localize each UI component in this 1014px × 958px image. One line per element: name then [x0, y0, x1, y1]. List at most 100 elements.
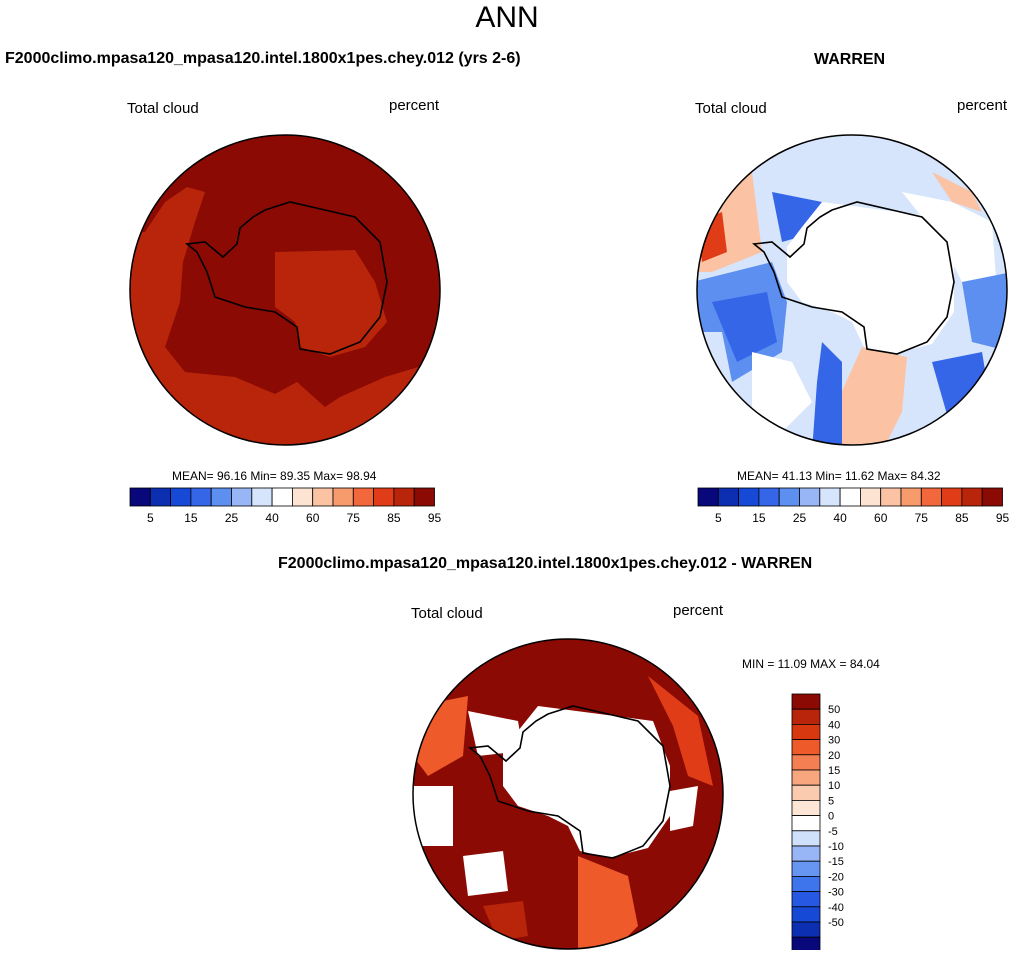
colorbar-box [791, 936, 821, 950]
colorbar-tick-label: 85 [387, 511, 401, 525]
colorbar-box [791, 845, 821, 862]
colorbar-box [791, 693, 821, 710]
colorbar-tick-label: 10 [828, 780, 840, 792]
antarctica-outline [751, 201, 955, 355]
colorbar-box [791, 708, 821, 725]
figure-title: ANN [475, 1, 539, 34]
colorbar-box [791, 800, 821, 817]
colorbar-box [129, 487, 151, 507]
colorbar-box [961, 487, 983, 507]
colorbar-tick-label: 25 [793, 511, 807, 525]
colorbar-box [791, 921, 821, 938]
obs-panel-header: WARREN [814, 51, 886, 68]
colorbar-box [778, 487, 800, 507]
colorbar-box [791, 739, 821, 756]
model-variable-label: Total cloud [127, 100, 199, 117]
colorbar-box [791, 875, 821, 892]
model-panel-header: F2000climo.mpasa120_mpasa120.intel.1800x… [5, 50, 521, 67]
colorbar-box [332, 487, 354, 507]
colorbar-tick-label: -30 [828, 887, 844, 899]
model-colorbar: 5 15 25 40 60 75 85 95 [129, 487, 442, 525]
colorbar-box [839, 487, 861, 507]
colorbar-box [920, 487, 943, 507]
colorbar-tick-label: 15 [752, 511, 766, 525]
model-units-label: percent [389, 97, 440, 114]
colorbar-tick-label: 5 [715, 511, 722, 525]
antarctica-outline [467, 705, 671, 859]
colorbar-box [941, 487, 963, 507]
colorbar-tick-label: 60 [874, 511, 888, 525]
obs-variable-label: Total cloud [695, 100, 767, 117]
map-boundary [696, 134, 1008, 446]
colorbar-tick-label: 95 [428, 511, 442, 525]
colorbar-tick-label: -10 [828, 841, 844, 853]
obs-colorbar: 5 15 25 40 60 75 85 95 [697, 487, 1010, 525]
colorbar-tick-label: 15 [828, 765, 840, 777]
colorbar-box [291, 487, 314, 507]
colorbar-box [791, 769, 821, 786]
colorbar-tick-label: 40 [828, 719, 840, 731]
colorbar-box [791, 906, 821, 923]
colorbar-box [190, 487, 212, 507]
colorbar-box [271, 487, 293, 507]
colorbar-box [251, 487, 273, 507]
colorbar-tick-label: 75 [915, 511, 929, 525]
map-boundary [412, 638, 724, 950]
colorbar-box [210, 487, 232, 507]
colorbar-box [352, 487, 375, 507]
colorbar-tick-label: 40 [265, 511, 279, 525]
colorbar-tick-label: -15 [828, 856, 844, 868]
colorbar-box [717, 487, 739, 507]
colorbar-tick-label: 75 [347, 511, 361, 525]
colorbar-tick-label: 40 [833, 511, 847, 525]
colorbar-box [880, 487, 902, 507]
colorbar-tick-label: 30 [828, 735, 840, 747]
colorbar-box [791, 830, 821, 847]
colorbar-box [758, 487, 780, 507]
obs-stats: MEAN= 41.13 Min= 11.62 Max= 84.32 [737, 469, 941, 483]
colorbar-box [697, 487, 719, 507]
colorbar-box [791, 784, 821, 801]
colorbar-tick-label: -5 [828, 826, 838, 838]
colorbar-tick-label: -50 [828, 917, 844, 929]
colorbar-box [859, 487, 882, 507]
obs-units-label: percent [957, 97, 1008, 114]
colorbar-tick-label: 5 [828, 795, 834, 807]
diff-polar-map [412, 638, 724, 950]
diff-panel-header: F2000climo.mpasa120_mpasa120.intel.1800x… [278, 555, 813, 572]
colorbar-box [149, 487, 171, 507]
diff-units-label: percent [673, 602, 724, 619]
obs-polar-map [696, 134, 1008, 446]
colorbar-box [791, 891, 821, 908]
colorbar-tick-label: 5 [147, 511, 154, 525]
colorbar-box [791, 754, 821, 771]
colorbar-tick-label: 25 [225, 511, 239, 525]
colorbar-box [393, 487, 415, 507]
colorbar-tick-label: 85 [955, 511, 969, 525]
colorbar-tick-label: -40 [828, 902, 844, 914]
colorbar-tick-label: 50 [828, 704, 840, 716]
colorbar-tick-label: 0 [828, 811, 834, 823]
colorbar-tick-label: 15 [184, 511, 198, 525]
colorbar-tick-label: 95 [996, 511, 1010, 525]
colorbar-box [799, 487, 821, 507]
colorbar-box [981, 487, 1003, 507]
colorbar-box [413, 487, 435, 507]
colorbar-tick-label: -20 [828, 871, 844, 883]
colorbar-box [312, 487, 334, 507]
colorbar-box [791, 815, 821, 832]
model-polar-map [129, 134, 441, 446]
diff-stats: MIN = 11.09 MAX = 84.04 [742, 657, 880, 671]
map-boundary [129, 134, 441, 446]
colorbar-box [791, 860, 821, 877]
model-stats: MEAN= 96.16 Min= 89.35 Max= 98.94 [172, 469, 377, 483]
diff-variable-label: Total cloud [411, 605, 483, 622]
colorbar-tick-label: 60 [306, 511, 320, 525]
colorbar-tick-label: 20 [828, 750, 840, 762]
colorbar-box [373, 487, 395, 507]
colorbar-box [791, 724, 821, 741]
colorbar-box [819, 487, 841, 507]
colorbar-box [900, 487, 922, 507]
colorbar-box [738, 487, 760, 507]
